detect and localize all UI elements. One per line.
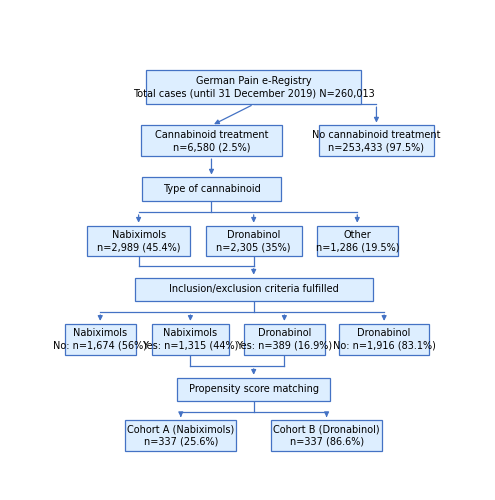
Text: Cannabinoid treatment
n=6,580 (2.5%): Cannabinoid treatment n=6,580 (2.5%) [155, 130, 268, 152]
FancyBboxPatch shape [206, 226, 301, 256]
FancyBboxPatch shape [65, 324, 136, 354]
Text: Other
n=1,286 (19.5%): Other n=1,286 (19.5%) [315, 230, 399, 252]
Text: Cohort A (Nabiximols)
n=337 (25.6%): Cohort A (Nabiximols) n=337 (25.6%) [127, 424, 235, 446]
FancyBboxPatch shape [177, 378, 331, 400]
FancyBboxPatch shape [317, 226, 397, 256]
Text: Dronabinol
n=2,305 (35%): Dronabinol n=2,305 (35%) [216, 230, 291, 252]
FancyBboxPatch shape [143, 178, 281, 201]
Text: Cohort B (Dronabinol)
n=337 (86.6%): Cohort B (Dronabinol) n=337 (86.6%) [273, 424, 380, 446]
FancyBboxPatch shape [87, 226, 191, 256]
Text: Nabiximols
n=2,989 (45.4%): Nabiximols n=2,989 (45.4%) [97, 230, 180, 252]
Text: Nabiximols
Yes: n=1,315 (44%): Nabiximols Yes: n=1,315 (44%) [142, 328, 239, 350]
FancyBboxPatch shape [152, 324, 229, 354]
Text: German Pain e-Registry
Total cases (until 31 December 2019) N=260,013: German Pain e-Registry Total cases (unti… [133, 76, 375, 98]
FancyBboxPatch shape [319, 126, 434, 156]
Text: No cannabinoid treatment
n=253,433 (97.5%): No cannabinoid treatment n=253,433 (97.5… [312, 130, 441, 152]
FancyBboxPatch shape [125, 420, 237, 451]
FancyBboxPatch shape [135, 278, 373, 300]
Text: Dronabinol
Yes: n=389 (16.9%): Dronabinol Yes: n=389 (16.9%) [236, 328, 333, 350]
FancyBboxPatch shape [271, 420, 382, 451]
Text: Type of cannabinoid: Type of cannabinoid [163, 184, 260, 194]
FancyBboxPatch shape [244, 324, 325, 354]
Text: Inclusion/exclusion criteria fulfilled: Inclusion/exclusion criteria fulfilled [169, 284, 339, 294]
FancyBboxPatch shape [147, 70, 361, 104]
Text: Dronabinol
No: n=1,916 (83.1%): Dronabinol No: n=1,916 (83.1%) [333, 328, 436, 350]
Text: Nabiximols
No: n=1,674 (56%): Nabiximols No: n=1,674 (56%) [53, 328, 147, 350]
FancyBboxPatch shape [141, 126, 283, 156]
Text: Propensity score matching: Propensity score matching [189, 384, 319, 394]
FancyBboxPatch shape [339, 324, 429, 354]
